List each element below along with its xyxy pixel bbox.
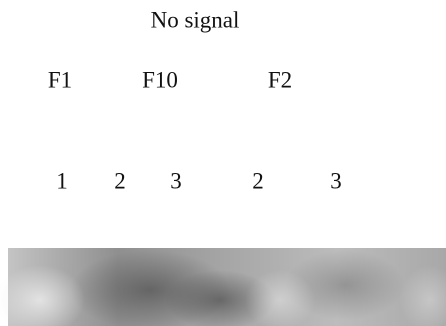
page: No signal F1F10F2 12323 (() => { const d… (0, 0, 446, 326)
title: No signal (151, 7, 240, 32)
group-label: F2 (268, 67, 292, 92)
group-label: F10 (142, 67, 178, 92)
lane-label: 3 (330, 168, 342, 193)
lane-label: 2 (114, 168, 126, 193)
lane-label: 3 (170, 168, 182, 193)
blot (0, 248, 446, 326)
lane-label: 2 (252, 168, 264, 193)
group-label: F1 (48, 67, 72, 92)
lane-label: 1 (56, 168, 68, 193)
figure: No signal F1 F10 F2 1 2 3 2 3 (0, 0, 446, 326)
